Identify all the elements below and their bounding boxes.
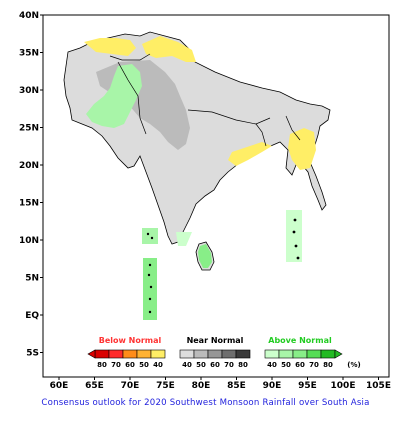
y-axis: 40N 35N 30N 25N 20N 15N 10N 5N EQ 5S: [19, 11, 43, 359]
below-normal-east-coast: [228, 142, 272, 166]
x-tick-label: 75E: [156, 381, 175, 391]
near-legend-swatch: [179, 349, 195, 359]
below-legend-level: 60: [125, 361, 135, 369]
near-normal-legend-title: Near Normal: [187, 336, 244, 345]
above-normal-andaman: [286, 210, 302, 262]
y-tick-label: 5S: [26, 349, 39, 359]
x-axis: 60E 65E 70E 75E 80E 85E 90E 95E 100E 105E: [50, 377, 391, 391]
above-normal-lakshadweep: [142, 228, 158, 244]
below-legend-level: 80: [97, 361, 107, 369]
below-normal-north-east: [142, 36, 196, 62]
legend-unit: (%): [347, 361, 360, 369]
y-tick-label: 35N: [19, 49, 39, 59]
below-legend-swatch: [150, 349, 166, 359]
above-legend-swatch: [320, 349, 336, 359]
near-legend-swatch: [207, 349, 223, 359]
above-legend-level: 80: [323, 361, 333, 369]
below-legend-swatch: [108, 349, 124, 359]
near-legend-level: 60: [210, 361, 220, 369]
above-normal-maldives: [143, 258, 157, 320]
near-legend-level: 50: [196, 361, 206, 369]
near-legend-level: 80: [238, 361, 248, 369]
above-legend-level: 40: [267, 361, 277, 369]
near-legend-swatch: [235, 349, 251, 359]
above-legend-swatch: [278, 349, 294, 359]
x-tick-label: 95E: [298, 381, 317, 391]
x-tick-label: 100E: [331, 381, 356, 391]
above-normal-south-tip: [176, 232, 192, 246]
x-tick-label: 70E: [121, 381, 140, 391]
x-tick-label: 65E: [85, 381, 104, 391]
y-tick-label: EQ: [25, 311, 39, 321]
above-legend-level: 70: [309, 361, 319, 369]
below-legend-swatch: [122, 349, 138, 359]
map-caption: Consensus outlook for 2020 Southwest Mon…: [41, 398, 370, 408]
below-legend-swatch: [136, 349, 152, 359]
near-legend-swatch: [221, 349, 237, 359]
x-tick-label: 85E: [227, 381, 246, 391]
near-legend-level: 40: [182, 361, 192, 369]
below-legend-swatch: [94, 349, 110, 359]
above-legend-swatch: [292, 349, 308, 359]
below-legend-level: 50: [139, 361, 149, 369]
island-dots: [146, 218, 300, 314]
below-normal-legend-title: Below Normal: [99, 336, 162, 345]
near-legend-swatch: [193, 349, 209, 359]
x-tick-label: 90E: [263, 381, 282, 391]
y-tick-label: 10N: [19, 236, 39, 246]
above-legend-level: 50: [281, 361, 291, 369]
x-tick-label: 105E: [366, 381, 391, 391]
below-legend-level: 70: [111, 361, 121, 369]
y-tick-label: 5N: [25, 274, 39, 284]
near-legend-level: 70: [224, 361, 234, 369]
above-legend-swatch: [306, 349, 322, 359]
above-legend-swatch: [264, 349, 280, 359]
y-tick-label: 40N: [19, 11, 39, 21]
below-normal-north: [84, 38, 136, 56]
above-legend-arrow: [334, 349, 343, 359]
below-legend-arrow: [87, 349, 96, 359]
y-tick-label: 25N: [19, 124, 39, 134]
x-tick-label: 60E: [50, 381, 69, 391]
above-normal-legend-title: Above Normal: [268, 336, 332, 345]
y-tick-label: 15N: [19, 199, 39, 209]
y-tick-label: 30N: [19, 86, 39, 96]
above-legend-level: 60: [295, 361, 305, 369]
below-legend-level: 40: [153, 361, 163, 369]
above-normal-sri-lanka: [198, 244, 212, 268]
x-tick-label: 80E: [192, 381, 211, 391]
y-tick-label: 20N: [19, 161, 39, 171]
country-borders: [109, 53, 301, 147]
below-normal-northeast: [288, 128, 316, 170]
legend: Below Normal 80 70 60 50 40 Near Normal 40 50 60 7…: [87, 336, 361, 369]
